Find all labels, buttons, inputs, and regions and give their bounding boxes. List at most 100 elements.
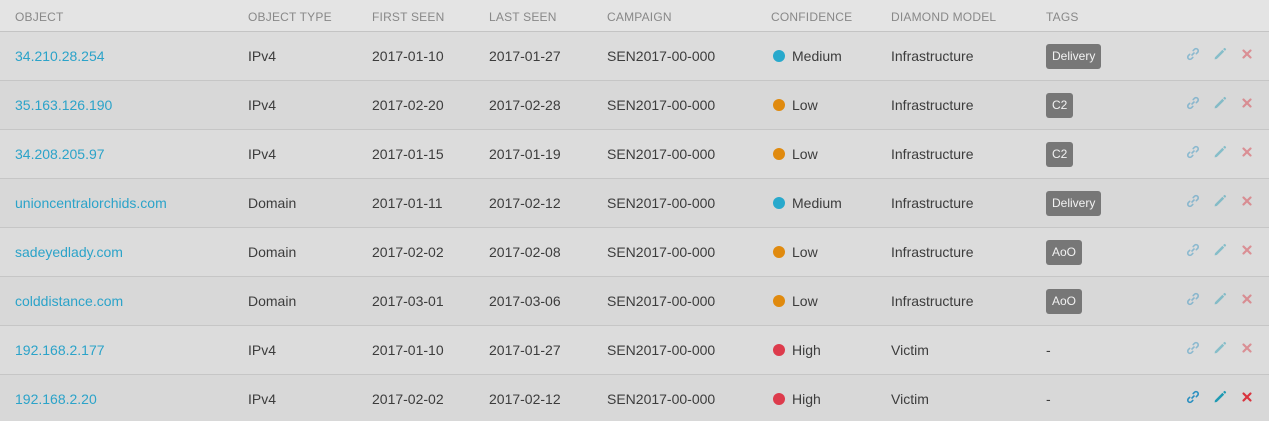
campaign: SEN2017-00-000 (607, 146, 716, 162)
column-header-diamond-model[interactable]: DIAMOND MODEL (891, 10, 997, 24)
table-row[interactable]: unioncentralorchids.com Domain 2017-01-1… (0, 179, 1269, 228)
object-type: IPv4 (248, 146, 277, 162)
last-seen: 2017-01-19 (489, 146, 561, 162)
tag-badge[interactable]: C2 (1046, 93, 1074, 118)
confidence: Medium (773, 195, 842, 212)
object-type: Domain (248, 293, 297, 309)
column-header-object-type[interactable]: OBJECT TYPE (248, 10, 332, 24)
campaign: SEN2017-00-000 (607, 97, 716, 113)
pencil-icon[interactable] (1213, 341, 1227, 355)
first-seen: 2017-01-15 (372, 146, 444, 162)
link-icon[interactable] (1186, 194, 1200, 208)
confidence-label: High (792, 391, 821, 407)
object-link[interactable]: sadeyedlady.com (15, 244, 123, 260)
object-link[interactable]: colddistance.com (15, 293, 124, 309)
confidence-dot-icon (773, 50, 785, 62)
pencil-icon[interactable] (1213, 96, 1227, 110)
pencil-icon[interactable] (1213, 47, 1227, 61)
diamond-model: Infrastructure (891, 146, 974, 162)
pencil-icon[interactable] (1213, 390, 1227, 404)
link-icon[interactable] (1186, 341, 1200, 355)
column-header-object[interactable]: OBJECT (15, 10, 64, 24)
confidence: Low (773, 293, 818, 310)
close-icon[interactable] (1240, 292, 1254, 306)
table-row[interactable]: 192.168.2.177 IPv4 2017-01-10 2017-01-27… (0, 326, 1269, 375)
confidence-dot-icon (773, 393, 785, 405)
confidence: High (773, 342, 821, 359)
confidence: Low (773, 146, 818, 163)
confidence-label: Low (792, 97, 818, 113)
column-header-tags[interactable]: TAGS (1046, 10, 1079, 24)
object-type: IPv4 (248, 48, 277, 64)
first-seen: 2017-02-02 (372, 244, 444, 260)
link-icon[interactable] (1186, 292, 1200, 306)
tag-badge[interactable]: AoO (1046, 240, 1083, 265)
confidence-dot-icon (773, 246, 785, 258)
diamond-model: Infrastructure (891, 48, 974, 64)
table-row[interactable]: sadeyedlady.com Domain 2017-02-02 2017-0… (0, 228, 1269, 277)
first-seen: 2017-01-11 (372, 195, 443, 211)
table-row[interactable]: colddistance.com Domain 2017-03-01 2017-… (0, 277, 1269, 326)
tag-badge[interactable]: Delivery (1046, 191, 1102, 216)
tag-badge[interactable]: Delivery (1046, 44, 1102, 69)
close-icon[interactable] (1240, 47, 1254, 61)
pencil-icon[interactable] (1213, 292, 1227, 306)
campaign: SEN2017-00-000 (607, 48, 716, 64)
close-icon[interactable] (1240, 145, 1254, 159)
pencil-icon[interactable] (1213, 243, 1227, 257)
last-seen: 2017-02-28 (489, 97, 561, 113)
close-icon[interactable] (1240, 341, 1254, 355)
object-link[interactable]: unioncentralorchids.com (15, 195, 167, 211)
object-type: Domain (248, 195, 297, 211)
confidence: High (773, 391, 821, 408)
diamond-model: Infrastructure (891, 293, 974, 309)
object-type: IPv4 (248, 97, 277, 113)
confidence-label: Low (792, 146, 818, 162)
table-row[interactable]: 34.208.205.97 IPv4 2017-01-15 2017-01-19… (0, 130, 1269, 179)
link-icon[interactable] (1186, 145, 1200, 159)
link-icon[interactable] (1186, 47, 1200, 61)
link-icon[interactable] (1186, 390, 1200, 404)
confidence-dot-icon (773, 99, 785, 111)
first-seen: 2017-03-01 (372, 293, 444, 309)
first-seen: 2017-01-10 (372, 342, 444, 358)
confidence: Low (773, 97, 818, 114)
confidence-dot-icon (773, 148, 785, 160)
diamond-model: Infrastructure (891, 97, 974, 113)
close-icon[interactable] (1240, 194, 1254, 208)
object-link[interactable]: 34.210.28.254 (15, 48, 105, 64)
confidence-label: Medium (792, 48, 842, 64)
first-seen: 2017-02-02 (372, 391, 444, 407)
object-link[interactable]: 192.168.2.20 (15, 391, 97, 407)
column-header-campaign[interactable]: CAMPAIGN (607, 10, 672, 24)
diamond-model: Infrastructure (891, 244, 974, 260)
confidence: Medium (773, 48, 842, 65)
last-seen: 2017-02-08 (489, 244, 561, 260)
table-row[interactable]: 35.163.126.190 IPv4 2017-02-20 2017-02-2… (0, 81, 1269, 130)
column-header-confidence[interactable]: CONFIDENCE (771, 10, 853, 24)
campaign: SEN2017-00-000 (607, 195, 716, 211)
object-type: Domain (248, 244, 297, 260)
object-link[interactable]: 35.163.126.190 (15, 97, 113, 113)
close-icon[interactable] (1240, 243, 1254, 257)
close-icon[interactable] (1240, 390, 1254, 404)
campaign: SEN2017-00-000 (607, 342, 716, 358)
close-icon[interactable] (1240, 96, 1254, 110)
table-row[interactable]: 34.210.28.254 IPv4 2017-01-10 2017-01-27… (0, 32, 1269, 81)
column-header-last-seen[interactable]: LAST SEEN (489, 10, 557, 24)
column-header-first-seen[interactable]: FIRST SEEN (372, 10, 445, 24)
confidence-dot-icon (773, 344, 785, 356)
confidence: Low (773, 244, 818, 261)
last-seen: 2017-01-27 (489, 342, 561, 358)
last-seen: 2017-02-12 (489, 195, 561, 211)
object-link[interactable]: 192.168.2.177 (15, 342, 105, 358)
object-type: IPv4 (248, 342, 277, 358)
tag-badge[interactable]: AoO (1046, 289, 1083, 314)
object-link[interactable]: 34.208.205.97 (15, 146, 105, 162)
tag-badge[interactable]: C2 (1046, 142, 1074, 167)
link-icon[interactable] (1186, 96, 1200, 110)
pencil-icon[interactable] (1213, 145, 1227, 159)
link-icon[interactable] (1186, 243, 1200, 257)
table-row[interactable]: 192.168.2.20 IPv4 2017-02-02 2017-02-12 … (0, 375, 1269, 421)
pencil-icon[interactable] (1213, 194, 1227, 208)
